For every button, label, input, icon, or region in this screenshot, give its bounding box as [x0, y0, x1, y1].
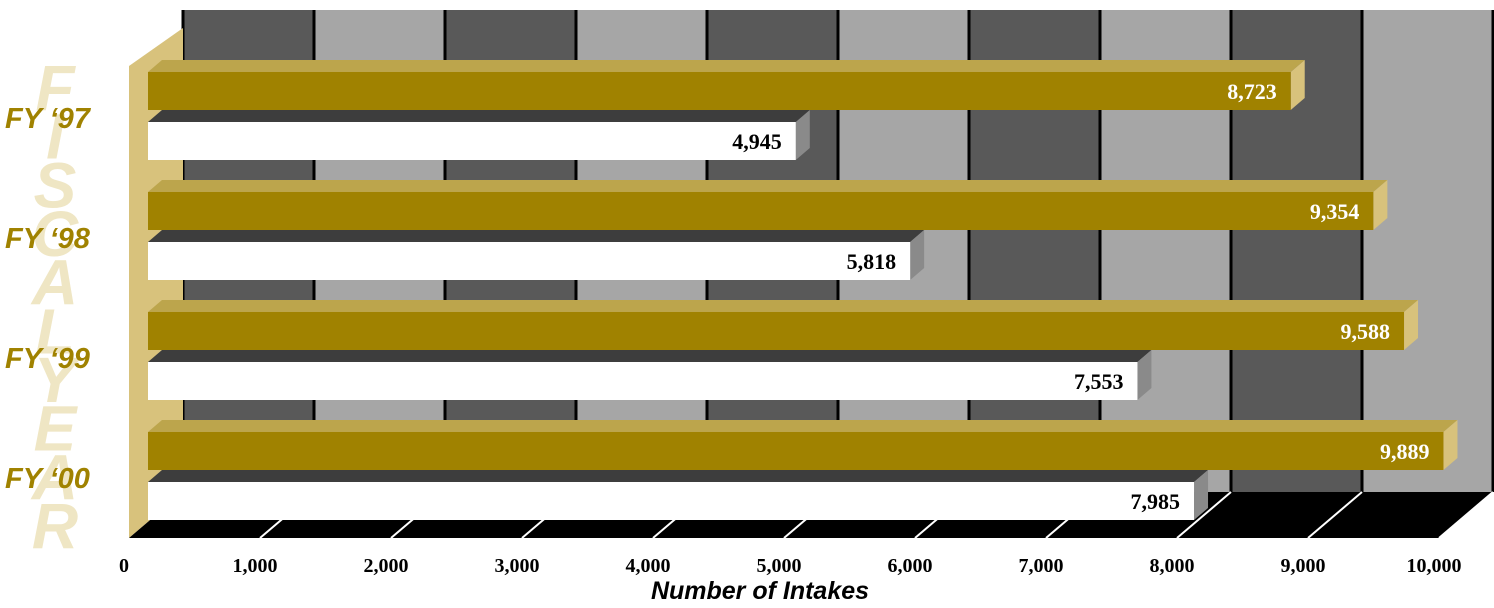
bar: 7,985	[148, 470, 1209, 520]
bar: 9,889	[148, 420, 1458, 470]
bar-top	[148, 180, 1388, 192]
y-label-letter: C	[32, 198, 79, 270]
bar-value-label: 9,588	[1341, 319, 1391, 344]
category-label: FY ‘99	[5, 343, 90, 375]
bar-value-label: 9,889	[1380, 439, 1430, 464]
y-label-letter: A	[30, 247, 78, 319]
bars: 8,723 4,945 9,354 5,818 9,588 7,553 9,889 7,985	[148, 60, 1458, 520]
bar-front	[148, 432, 1444, 470]
bar-top	[148, 420, 1458, 432]
x-tick-label: 5,000	[757, 555, 802, 577]
y-label-letter: R	[32, 490, 78, 562]
bar-side	[795, 110, 810, 160]
y-label-letter: S	[34, 149, 77, 221]
floor-line	[1438, 491, 1494, 539]
y-label-letter: A	[30, 441, 78, 513]
bar-side	[1443, 420, 1458, 470]
x-tick-label: 6,000	[888, 555, 933, 577]
bar: 8,723	[148, 60, 1305, 110]
bar-side	[1373, 180, 1388, 230]
y-label-letter: L	[35, 295, 74, 367]
bar-side	[1290, 60, 1305, 110]
x-tick-label: 4,000	[626, 555, 671, 577]
bar-value-label: 4,945	[732, 129, 782, 154]
y-label-letter: I	[46, 101, 65, 173]
bar-top	[148, 60, 1305, 72]
x-tick-label: 2,000	[364, 555, 409, 577]
x-tick-label: 8,000	[1150, 555, 1195, 577]
floor-line	[1176, 491, 1232, 539]
bar-value-label: 7,553	[1074, 369, 1124, 394]
bar-front	[148, 482, 1195, 520]
bar-front	[148, 72, 1291, 110]
bar-value-label: 7,985	[1131, 489, 1181, 514]
category-label: FY ‘97	[5, 103, 92, 135]
x-tick-label: 7,000	[1019, 555, 1064, 577]
bar-front	[148, 192, 1374, 230]
bar-front	[148, 362, 1138, 400]
x-tick-label: 9,000	[1281, 555, 1326, 577]
bar-value-label: 9,354	[1310, 199, 1360, 224]
bar-top	[148, 350, 1152, 362]
bar-side	[1137, 350, 1152, 400]
bar-side	[1404, 300, 1419, 350]
y-label-letter: F	[35, 52, 76, 124]
bar-value-label: 8,723	[1227, 79, 1277, 104]
bar: 9,354	[148, 180, 1388, 230]
bar-front	[148, 312, 1405, 350]
bar: 5,818	[148, 230, 925, 280]
bar-side	[910, 230, 925, 280]
bar-side	[1194, 470, 1209, 520]
category-label: FY ‘98	[5, 223, 91, 255]
bar-top	[148, 230, 925, 242]
floor-line	[1307, 491, 1363, 539]
x-tick-label: 3,000	[495, 555, 540, 577]
bar-top	[148, 110, 810, 122]
bar-value-label: 5,818	[847, 249, 897, 274]
wall-band	[1362, 10, 1493, 492]
bar: 7,553	[148, 350, 1152, 400]
bar-front	[148, 242, 911, 280]
x-tick-labels: 0 1,000 2,000 3,000 4,000 5,000 6,000 7,000 8,00…	[119, 555, 1462, 577]
category-label: FY ‘00	[5, 463, 90, 495]
category-labels: FY ‘97 FY ‘98 FY ‘99 FY ‘00	[5, 103, 92, 495]
x-tick-label: 0	[119, 555, 129, 577]
x-tick-label: 10,000	[1407, 555, 1462, 577]
bar-front	[148, 122, 796, 160]
bar-top	[148, 300, 1419, 312]
x-axis-label: Number of Intakes	[651, 577, 869, 605]
bar: 9,588	[148, 300, 1419, 350]
x-tick-label: 1,000	[233, 555, 278, 577]
y-label-letter: Y	[34, 344, 82, 416]
y-label-letter: E	[34, 393, 79, 465]
bar-top	[148, 470, 1209, 482]
bar: 4,945	[148, 110, 810, 160]
